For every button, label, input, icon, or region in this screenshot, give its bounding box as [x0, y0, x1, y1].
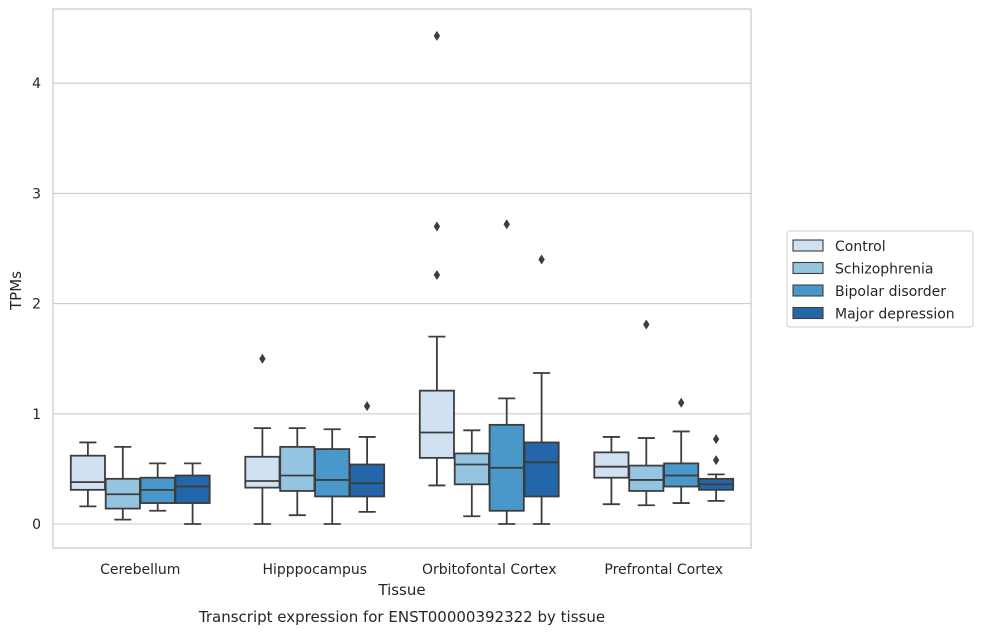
- legend-label: Bipolar disorder: [835, 284, 946, 300]
- box-control: [244, 353, 281, 525]
- x-tick-label: Cerebellum: [100, 562, 180, 578]
- outlier-point: [643, 319, 650, 330]
- box-groups: [69, 30, 735, 525]
- gridlines: [53, 82, 751, 525]
- outlier-point: [433, 221, 441, 232]
- outlier-point: [363, 401, 371, 412]
- legend-item: Bipolar disorder: [792, 284, 946, 300]
- iqr-box: [69, 454, 106, 491]
- y-tick-label: 3: [32, 186, 41, 202]
- legend-item: Control: [792, 239, 886, 255]
- legend-swatch: [792, 239, 824, 252]
- outlier-point: [712, 434, 720, 445]
- box-bipolar-disorder: [663, 397, 700, 504]
- outlier-point: [259, 353, 266, 364]
- box-bipolar-disorder: [314, 428, 351, 525]
- box-schizophrenia: [453, 429, 490, 518]
- box-bipolar-disorder: [488, 219, 525, 525]
- box-bipolar-disorder: [139, 462, 176, 512]
- iqr-box: [174, 474, 211, 504]
- box-schizophrenia: [628, 319, 665, 507]
- legend-label: Schizophrenia: [835, 262, 933, 278]
- legend-swatch: [792, 306, 824, 320]
- outlier-point: [678, 397, 685, 408]
- iqr-box: [628, 464, 665, 492]
- legend-item: Major depression: [792, 306, 955, 323]
- iqr-box: [349, 463, 386, 498]
- legend-label: Control: [835, 239, 886, 255]
- iqr-box: [523, 441, 560, 498]
- box-control: [418, 30, 455, 487]
- legend-swatch: [792, 261, 824, 275]
- outlier-point: [503, 219, 510, 230]
- legend-frame: [786, 230, 974, 328]
- x-tick-label: Orbitofontal Cortex: [422, 562, 557, 578]
- box-major-depression: [698, 434, 735, 502]
- box-schizophrenia: [279, 427, 316, 517]
- outlier-point: [433, 269, 441, 280]
- y-tick-label: 1: [32, 407, 41, 423]
- y-tick-label: 0: [32, 517, 41, 533]
- outlier-point: [538, 254, 545, 265]
- outlier-point: [433, 30, 441, 41]
- x-axis-title: Tissue: [377, 581, 425, 599]
- legend-label: Major depression: [835, 307, 955, 323]
- legend-item: Schizophrenia: [792, 261, 933, 278]
- y-axis-title: TPMs: [7, 271, 25, 311]
- x-axis-ticks: Cerebellum Hipppocampus Orbitofontal Corte…: [100, 562, 723, 578]
- iqr-box: [418, 389, 455, 459]
- iqr-box: [593, 451, 630, 479]
- iqr-box: [244, 455, 281, 489]
- box-control: [593, 436, 630, 506]
- box-major-depression: [349, 401, 386, 513]
- legend: Control Schizophrenia Bipolar disorder Majo…: [786, 230, 974, 328]
- legend-swatch: [792, 284, 824, 297]
- x-tick-label: Prefrontal Cortex: [604, 562, 723, 578]
- box-control: [69, 441, 106, 508]
- iqr-box: [279, 445, 316, 492]
- y-axis-ticks: 0 1 2 3 4: [32, 76, 41, 533]
- outlier-point: [712, 455, 720, 466]
- box-major-depression: [174, 462, 211, 525]
- plot-area-frame: [52, 8, 752, 549]
- box-major-depression: [523, 254, 560, 525]
- box-schizophrenia: [104, 445, 141, 521]
- iqr-box: [453, 452, 490, 486]
- chart-caption: Transcript expression for ENST0000039232…: [198, 608, 605, 626]
- iqr-box: [314, 448, 351, 498]
- y-tick-label: 4: [32, 76, 41, 92]
- x-tick-label: Hipppocampus: [262, 562, 367, 578]
- y-tick-label: 2: [32, 297, 41, 313]
